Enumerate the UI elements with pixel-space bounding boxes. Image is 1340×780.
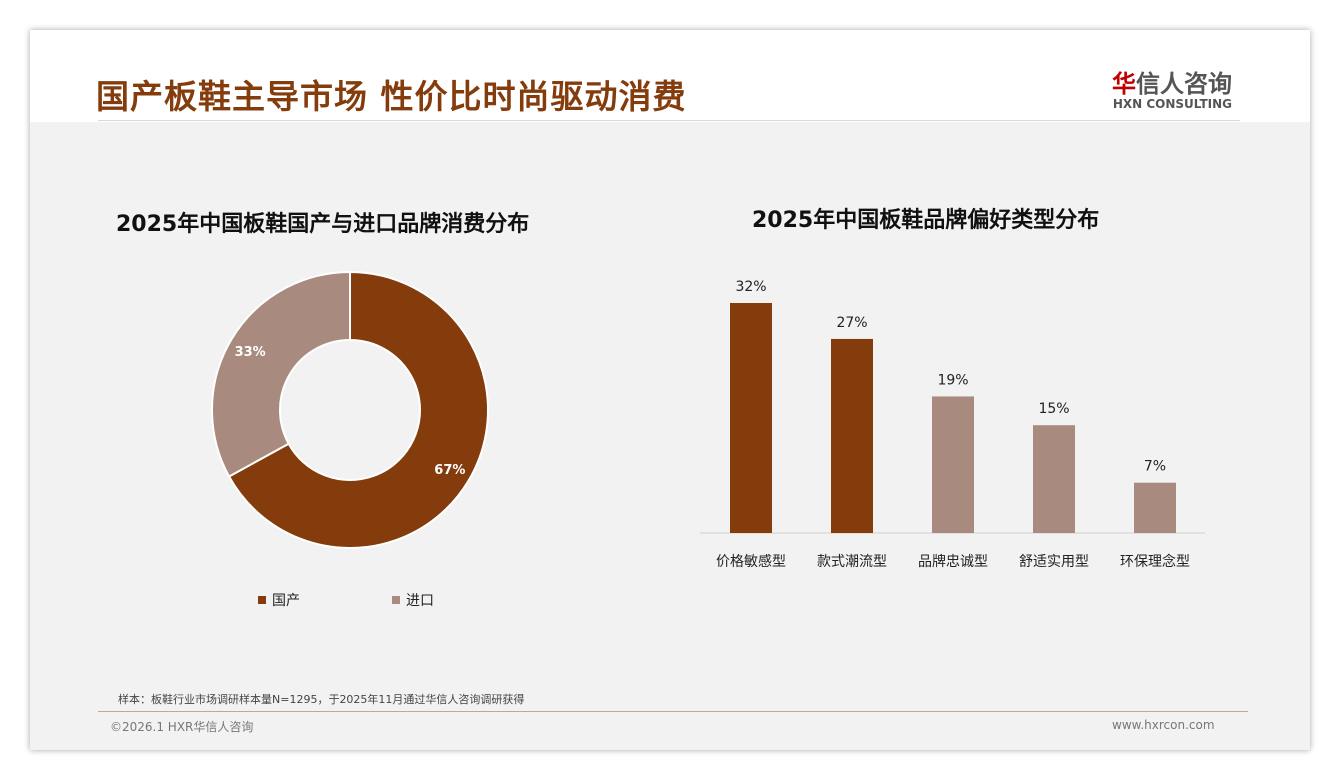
x-tick-label: 品牌忠诚型 [918,553,988,570]
donut-label: 33% [235,345,266,360]
footer-divider [98,711,1248,712]
donut-title: 2025年中国板鞋国产与进口品牌消费分布 [116,212,530,237]
bar-label: 15% [1038,401,1069,417]
header: 国产板鞋主导市场 性价比时尚驱动消费 华信人咨询 HXN CONSULTING [30,30,1310,122]
charts-svg: 67% 33% 32% 价格敏感型 27% 款式潮流型 19% 品牌忠诚型 15% 舒适实用型 7%… [211,270,1205,570]
donut-slice-1 [211,270,351,478]
bar [1134,482,1176,533]
legend-label: 国产 [272,593,300,609]
logo: 华信人咨询 HXN CONSULTING [1112,64,1232,111]
bar [1033,425,1075,533]
donut-label: 67% [434,463,465,478]
sample-note: 样本：板鞋行业市场调研样本量N=1295，于2025年11月通过华信人咨询调研获… [118,693,525,706]
divider [98,120,1240,121]
logo-cn: 华信人咨询 [1112,70,1232,98]
bar [932,396,974,533]
donut-slice-0 [227,270,489,549]
x-tick-label: 舒适实用型 [1019,554,1089,570]
legend-label: 进口 [406,593,434,609]
page-title: 国产板鞋主导市场 性价比时尚驱动消费 [96,77,687,116]
bar-label: 32% [735,279,766,295]
slide: 国产板鞋主导市场 性价比时尚驱动消费 华信人咨询 HXN CONSULTING … [30,30,1310,750]
bar [831,338,873,533]
x-tick-label: 价格敏感型 [716,553,786,570]
bar [730,303,772,533]
x-tick-label: 款式潮流型 [817,554,887,570]
x-tick-label: 环保理念型 [1120,553,1190,570]
bar-label: 7% [1144,459,1166,475]
bar-title: 2025年中国板鞋品牌偏好类型分布 [752,208,1100,233]
legend-item-domestic: 国产 [258,590,300,610]
bar-label: 27% [836,315,867,331]
bar-label: 19% [937,372,968,388]
logo-en: HXN CONSULTING [1112,97,1232,111]
copyright: ©2026.1 HXR华信人咨询 [110,720,254,734]
website: www.hxrcon.com [1112,718,1215,732]
legend-item-import: 进口 [392,590,434,610]
